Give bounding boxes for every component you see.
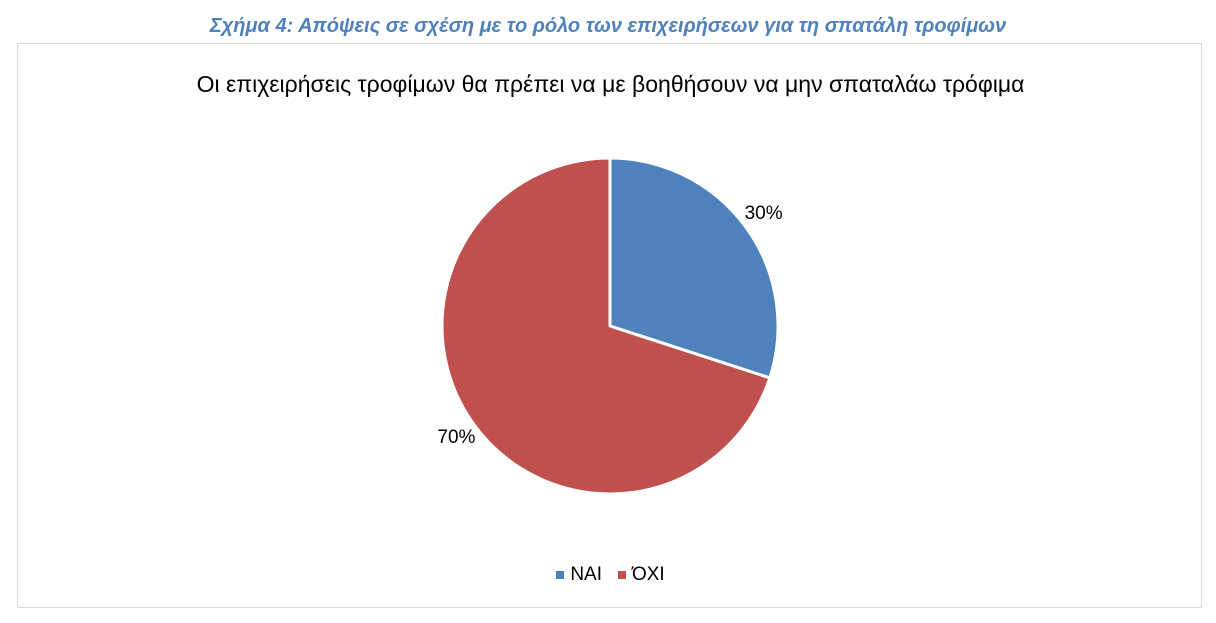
- pie-chart: [440, 156, 780, 496]
- legend-swatch-oxi: [618, 571, 626, 579]
- data-label-oxi: 70%: [437, 426, 476, 448]
- legend-item-oxi: ΌΧΙ: [618, 564, 665, 586]
- legend-label-oxi: ΌΧΙ: [632, 564, 665, 585]
- legend-label-nai: ΝΑΙ: [570, 564, 602, 585]
- legend: ΝΑΙ ΌΧΙ: [18, 564, 1203, 586]
- pie-slice-nai: [608, 156, 780, 380]
- pie-slices: [440, 156, 780, 496]
- pie-slice-oxi: [440, 156, 772, 496]
- chart-area: Οι επιχειρήσεις τροφίμων θα πρέπει να με…: [17, 43, 1202, 608]
- legend-item-nai: ΝΑΙ: [556, 564, 602, 586]
- data-label-nai: 30%: [744, 203, 783, 225]
- legend-swatch-nai: [556, 571, 565, 579]
- figure-caption: Σχήμα 4: Απόψεις σε σχέση με το ρόλο των…: [209, 15, 1007, 37]
- chart-title: Οι επιχειρήσεις τροφίμων θα πρέπει να με…: [196, 71, 1025, 97]
